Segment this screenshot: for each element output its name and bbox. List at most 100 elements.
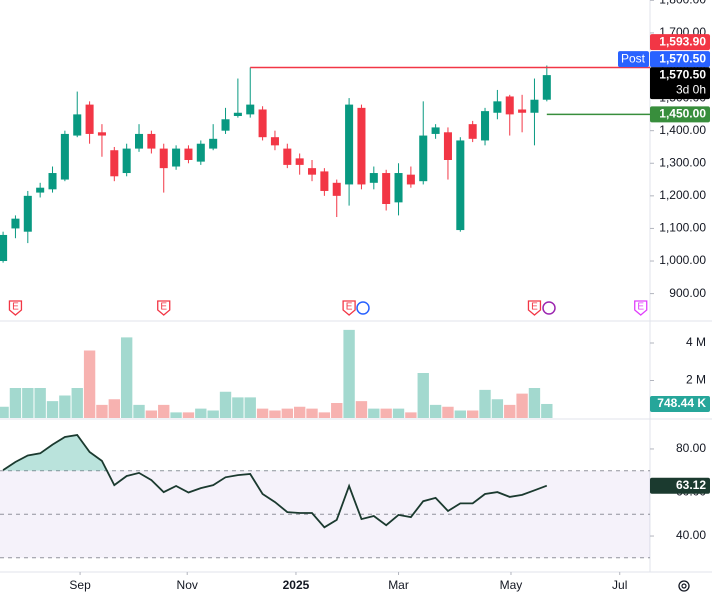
volume-bar	[504, 404, 516, 418]
candle-body	[60, 133, 69, 180]
split-icon	[542, 301, 556, 315]
volume-last-label-bg	[650, 395, 710, 412]
post-price-label-bg	[650, 51, 710, 68]
rsi-value-label: 63.12	[676, 478, 706, 492]
candle-body	[48, 173, 57, 190]
y-tick-label: 1,300.00	[659, 155, 706, 169]
x-tick-label: Sep	[69, 578, 91, 592]
volume-bar	[46, 401, 59, 418]
volume-bar	[528, 388, 541, 418]
earnings-marker	[8, 300, 23, 316]
candle-body	[443, 132, 452, 160]
volume-bar	[454, 410, 466, 418]
candle-body	[110, 150, 119, 177]
volume-bar	[293, 406, 306, 418]
earnings-label: E	[346, 302, 353, 313]
volume-bar	[417, 373, 429, 418]
x-tick-label: Nov	[177, 578, 198, 592]
volume-bar	[34, 388, 46, 418]
y-tick-label: 1,400.00	[659, 123, 706, 137]
volume-bar	[9, 388, 22, 418]
earnings-marker	[634, 300, 648, 316]
earnings-label: E	[531, 302, 538, 313]
countdown-label: 3d 0h	[676, 82, 706, 96]
resistance-label: 1,593.90	[659, 34, 706, 48]
candle-body	[147, 133, 156, 149]
last-price-bg	[650, 67, 710, 100]
support-label-bg	[650, 106, 710, 123]
volume-bar	[207, 410, 219, 418]
volume-bar	[195, 408, 207, 418]
candle-body	[357, 107, 366, 185]
candle-body	[122, 148, 131, 174]
candle-body	[332, 182, 341, 196]
volume-bar	[355, 401, 368, 418]
volume-bar	[479, 389, 491, 418]
volume-bar	[244, 397, 256, 418]
volume-bar	[120, 337, 133, 418]
y-tick-label: 1,800.00	[659, 0, 706, 6]
volume-bar	[83, 350, 96, 418]
candle-body	[468, 124, 477, 139]
earnings-marker	[527, 300, 542, 316]
candle-body	[196, 143, 205, 162]
earnings-label: E	[12, 302, 19, 313]
candle-body	[135, 133, 144, 149]
candle-body	[85, 104, 94, 134]
volume-bar	[256, 408, 269, 418]
volume-bar	[108, 399, 120, 418]
settings-icon[interactable]	[678, 580, 690, 592]
candle-body	[23, 195, 32, 232]
settings-gear[interactable]	[678, 580, 690, 592]
volume-bar	[59, 395, 71, 418]
post-price-label: 1,570.50	[659, 51, 706, 65]
candle-body	[172, 148, 181, 167]
x-tick-label: May	[500, 578, 523, 592]
y-tick-label: 80.00	[676, 441, 706, 455]
volume-bar	[232, 397, 244, 418]
candle-body	[270, 137, 279, 146]
volume-bar	[442, 406, 454, 418]
volume-bar	[343, 329, 355, 418]
x-tick-label: Mar	[388, 578, 409, 592]
candle-body	[283, 148, 292, 165]
earnings-label: E	[160, 302, 167, 313]
x-tick-label: Jul	[612, 578, 627, 592]
y-tick-label: 2 M	[686, 373, 706, 387]
candle-body	[419, 135, 428, 182]
y-tick-label: 1,200.00	[659, 188, 706, 202]
resistance-label-bg	[650, 34, 710, 51]
candle-body	[258, 109, 267, 138]
volume-bar	[429, 404, 442, 418]
volume-bar	[281, 408, 293, 418]
candle-body	[394, 173, 403, 203]
volume-bar	[392, 408, 405, 418]
candle-body	[406, 174, 415, 185]
volume-bar	[145, 410, 158, 418]
y-tick-label: 1,000.00	[659, 253, 706, 267]
settings-gear-center[interactable]	[681, 583, 687, 589]
candle-body	[456, 140, 465, 231]
candle-body	[308, 168, 317, 175]
candle-body	[36, 187, 45, 193]
x-tick-label: 2025	[283, 578, 310, 592]
candle-body	[505, 96, 514, 115]
last-price-label: 1,570.50	[659, 67, 706, 81]
rsi-line	[2, 434, 548, 529]
rsi-value-label-bg	[650, 477, 710, 494]
volume-bar	[96, 404, 108, 418]
candle-body	[431, 127, 440, 134]
post-badge: Post	[621, 51, 646, 65]
earnings-marker	[157, 300, 171, 316]
volume-bar	[0, 406, 9, 418]
candle-body	[493, 101, 502, 113]
candle-body	[97, 132, 106, 136]
candle-body	[518, 109, 527, 113]
y-tick-label: 4 M	[686, 335, 706, 349]
volume-bar	[466, 410, 479, 418]
volume-bar	[182, 412, 195, 418]
candle-body	[184, 148, 193, 160]
